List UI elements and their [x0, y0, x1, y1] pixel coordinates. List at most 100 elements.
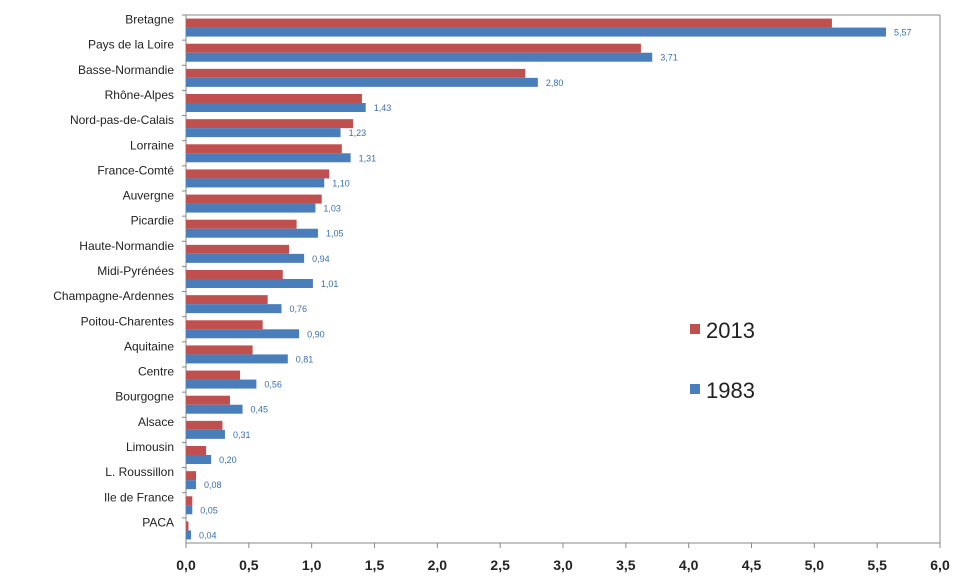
data-label-1983: 0,56	[264, 380, 282, 390]
bar-2013	[186, 446, 207, 455]
bar-2013	[186, 68, 526, 78]
x-tick-label: 3,5	[616, 557, 636, 573]
bar-1983	[186, 203, 316, 213]
legend-swatch-1983	[690, 384, 700, 394]
bar-1983	[186, 404, 243, 414]
bar-1983	[186, 103, 366, 112]
data-label-1983: 1,10	[332, 178, 350, 188]
bar-1983	[186, 530, 192, 540]
category-label: Pays de la Loire	[88, 38, 174, 52]
x-tick-label: 0,0	[176, 557, 196, 573]
data-label-1983: 0,45	[251, 405, 269, 415]
x-tick-label: 4,5	[742, 557, 762, 573]
data-label-1983: 0,31	[233, 430, 251, 440]
data-label-1983: 1,01	[321, 279, 339, 289]
bar-1983	[186, 304, 282, 314]
x-tick-label: 1,0	[302, 557, 322, 573]
category-label: Picardie	[131, 214, 175, 228]
category-label: Haute-Normandie	[79, 239, 174, 253]
bar-1983	[186, 480, 197, 490]
bar-1983	[186, 279, 313, 288]
bar-1983	[186, 27, 886, 37]
bar-2013	[186, 295, 268, 305]
bar-1983	[186, 178, 325, 188]
category-label: Basse-Normandie	[78, 63, 174, 77]
category-label: L. Roussillon	[105, 465, 174, 479]
data-label-1983: 1,03	[323, 204, 341, 214]
legend: 2013 1983	[690, 318, 755, 403]
category-label: Rhône-Alpes	[105, 88, 174, 102]
x-tick-label: 2,0	[428, 557, 448, 573]
x-tick-label: 3,0	[553, 557, 573, 573]
bar-2013	[186, 471, 197, 481]
category-label: PACA	[142, 515, 174, 529]
x-tick-label: 5,5	[867, 557, 887, 573]
bar-2013	[186, 521, 189, 531]
data-label-1983: 0,76	[290, 304, 308, 314]
x-tick-label: 4,0	[679, 557, 699, 573]
bar-2013	[186, 420, 223, 430]
data-label-1983: 1,43	[374, 103, 392, 113]
category-label: Limousin	[126, 440, 174, 454]
bar-2013	[186, 94, 362, 103]
category-label: Aquitaine	[124, 339, 174, 353]
x-tick-label: 0,5	[239, 557, 259, 573]
category-label: Bourgogne	[115, 390, 174, 404]
bar-1983	[186, 77, 538, 87]
category-label: Poitou-Charentes	[81, 314, 174, 328]
bar-1983	[186, 429, 225, 439]
data-label-1983: 0,20	[219, 455, 237, 465]
data-label-1983: 0,05	[200, 505, 218, 515]
bar-2013	[186, 219, 297, 229]
x-tick-label: 6,0	[930, 557, 950, 573]
data-label-1983: 1,23	[349, 128, 367, 138]
bar-2013	[186, 345, 253, 355]
bar-2013	[186, 270, 283, 279]
category-label: Ile de France	[104, 490, 174, 504]
data-label-1983: 5,57	[894, 28, 912, 38]
bar-2013	[186, 144, 342, 154]
x-tick-label: 1,5	[365, 557, 385, 573]
category-label: Bretagne	[125, 13, 174, 27]
bar-2013	[186, 169, 330, 179]
bar-2013	[186, 43, 641, 53]
data-label-1983: 2,80	[546, 78, 564, 88]
category-label: Midi-Pyrénées	[97, 264, 174, 278]
x-tick-label: 5,0	[805, 557, 825, 573]
bar-1983	[186, 455, 212, 464]
bar-2013	[186, 320, 263, 330]
x-tick-label: 2,5	[490, 557, 510, 573]
bar-1983	[186, 153, 351, 163]
plot-area: 0,0 0,5 1,0 1,5 2,0 2,5 3,0 3,5 4,0 4,5 5,0 5,5 6,0 B…	[53, 13, 950, 573]
bar-1983	[186, 505, 193, 515]
data-label-1983: 3,71	[660, 53, 678, 63]
bar-1983	[186, 253, 305, 263]
category-label: Champagne-Ardennes	[53, 289, 174, 303]
data-label-1983: 0,04	[199, 530, 217, 540]
bar-1983	[186, 354, 288, 364]
bar-2013	[186, 370, 241, 380]
bar-1983	[186, 52, 653, 62]
category-label: Alsace	[138, 415, 174, 429]
bar-2013	[186, 496, 193, 506]
data-label-1983: 0,08	[204, 480, 222, 490]
bar-1983	[186, 128, 341, 138]
bar-1983	[186, 228, 318, 238]
bar-2013	[186, 244, 290, 254]
legend-label-2013: 2013	[706, 318, 755, 343]
category-label: Centre	[138, 365, 174, 379]
bar-2013	[186, 395, 230, 405]
bar-2013	[186, 194, 322, 204]
category-label: Auvergne	[123, 189, 175, 203]
category-label: France-Comté	[97, 163, 174, 177]
legend-label-1983: 1983	[706, 378, 755, 403]
bar-2013	[186, 119, 354, 129]
category-label: Lorraine	[130, 138, 174, 152]
data-label-1983: 1,31	[359, 153, 377, 163]
bar-1983	[186, 329, 300, 339]
data-label-1983: 0,81	[296, 354, 314, 364]
category-label: Nord-pas-de-Calais	[70, 113, 174, 127]
legend-swatch-2013	[690, 324, 700, 334]
bar-2013	[186, 18, 832, 28]
